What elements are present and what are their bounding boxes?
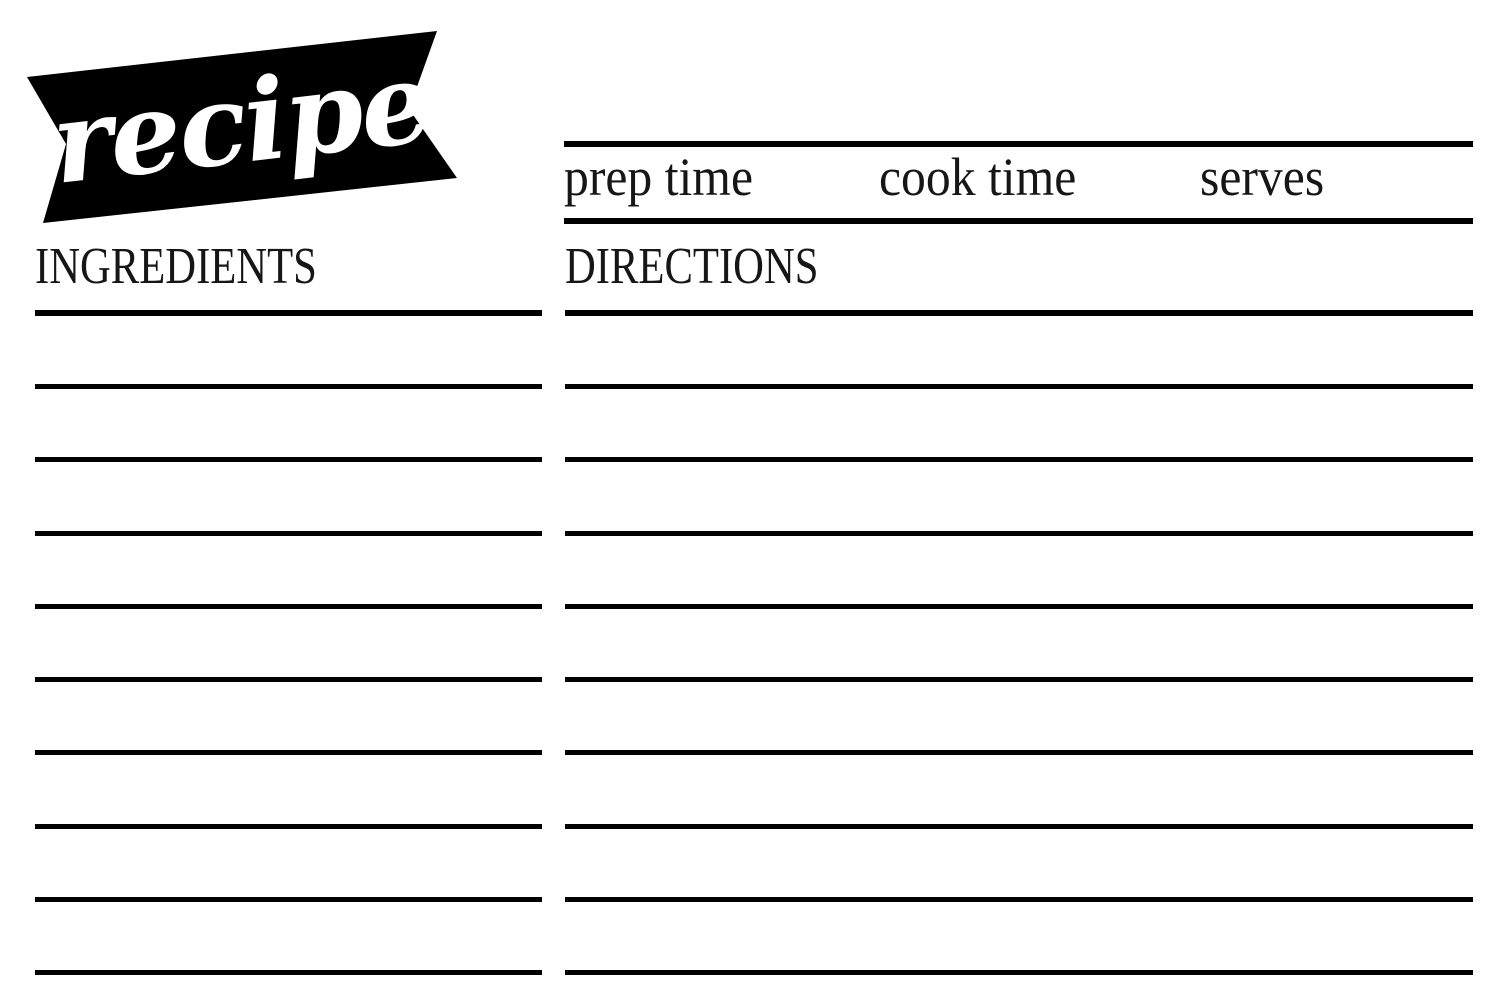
banner-ribbon-shape	[27, 31, 457, 223]
writing-line	[35, 457, 542, 462]
directions-lines	[0, 384, 1500, 1000]
cook-time-label: cook time	[879, 147, 1077, 207]
ingredients-lines	[0, 384, 1500, 1000]
serves-label: serves	[1200, 147, 1325, 207]
ingredients-heading-rule	[35, 310, 542, 316]
writing-line	[565, 677, 1473, 682]
prep-time-label: prep time	[564, 147, 754, 207]
writing-line	[35, 531, 542, 536]
header-top-rule	[564, 141, 1473, 147]
recipe-banner: recipe	[27, 31, 457, 223]
writing-line	[565, 897, 1473, 902]
header-bottom-rule	[564, 218, 1473, 224]
writing-line	[35, 897, 542, 902]
writing-line	[565, 531, 1473, 536]
directions-heading: DIRECTIONS	[565, 238, 819, 295]
writing-line	[565, 750, 1473, 755]
writing-line	[35, 384, 542, 389]
writing-line	[565, 970, 1473, 975]
writing-line	[565, 824, 1473, 829]
writing-line	[35, 677, 542, 682]
ingredients-heading: INGREDIENTS	[35, 238, 317, 295]
writing-line	[565, 384, 1473, 389]
writing-line	[35, 970, 542, 975]
writing-line	[565, 457, 1473, 462]
writing-line	[565, 604, 1473, 609]
writing-line	[35, 604, 542, 609]
writing-line	[35, 824, 542, 829]
writing-line	[35, 750, 542, 755]
directions-heading-rule	[565, 310, 1473, 316]
